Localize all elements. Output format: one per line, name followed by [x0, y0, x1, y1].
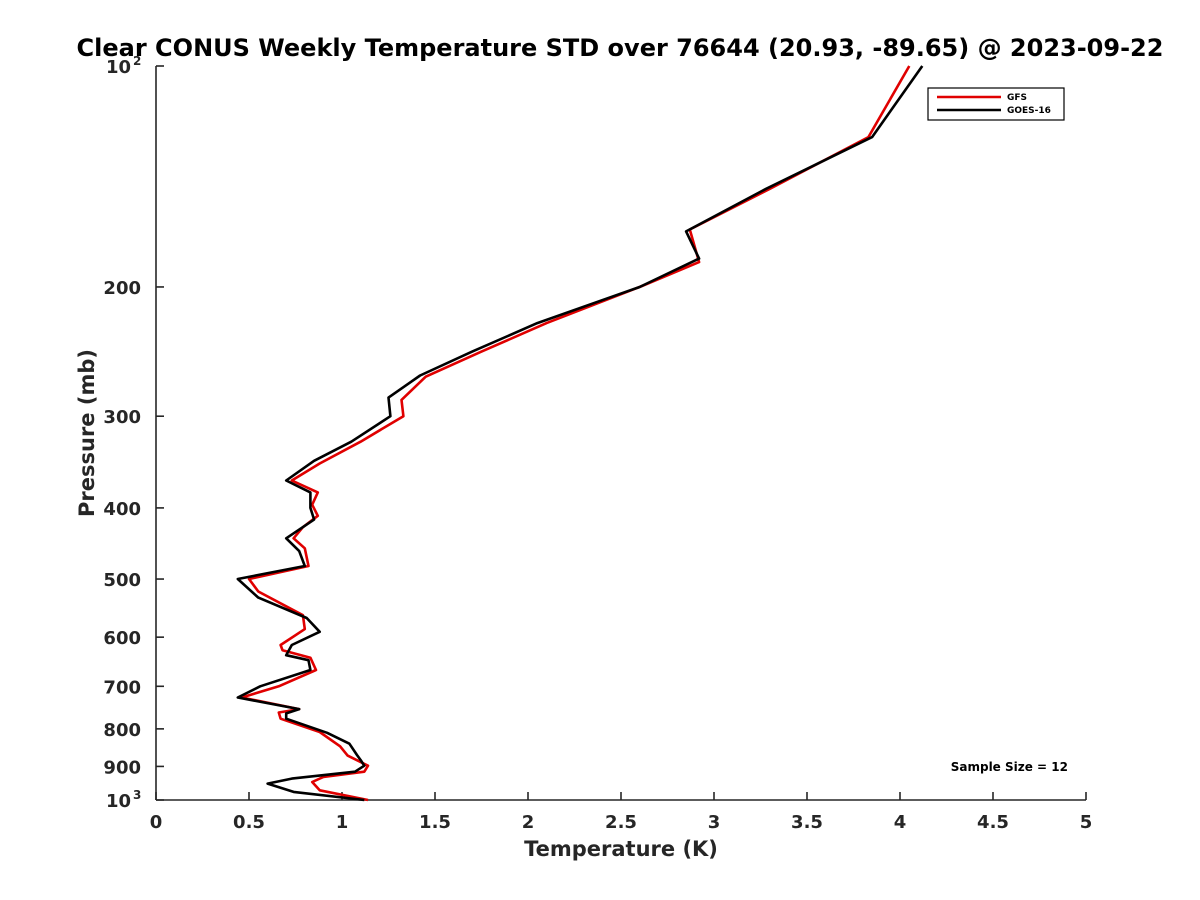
y-tick-label: 10 — [106, 57, 131, 78]
x-tick-label: 0.5 — [233, 812, 265, 833]
chart-title: Clear CONUS Weekly Temperature STD over … — [77, 34, 1164, 62]
x-tick-label: 4.5 — [977, 812, 1009, 833]
series-line-gfs — [240, 65, 911, 802]
x-tick-label: 1 — [336, 812, 349, 833]
y-tick-label: 800 — [103, 720, 141, 741]
sample-size-annotation: Sample Size = 12 — [951, 760, 1068, 774]
x-axis-label: Temperature (K) — [524, 837, 718, 861]
y-tick-label: 400 — [103, 499, 141, 520]
y-axis-label: Pressure (mb) — [75, 349, 99, 517]
y-tick-exponent: 2 — [133, 54, 141, 68]
x-tick-label: 4 — [894, 812, 907, 833]
x-tick-label: 2.5 — [605, 812, 637, 833]
y-tick-label: 700 — [103, 677, 141, 698]
legend: GFS GOES-16 — [927, 87, 1065, 121]
y-tick-label: 10 — [106, 791, 131, 812]
series-lines — [236, 65, 924, 802]
x-tick-label: 2 — [522, 812, 535, 833]
series-line-goes-16 — [236, 65, 924, 802]
x-tick-label: 3 — [708, 812, 721, 833]
y-tick-exponent: 3 — [133, 788, 141, 802]
y-tick-label: 200 — [103, 278, 141, 299]
x-tick-label: 1.5 — [419, 812, 451, 833]
legend-label: GOES-16 — [1007, 106, 1051, 116]
plot-area — [155, 66, 1086, 801]
legend-box — [927, 87, 1065, 121]
y-tick-label: 300 — [103, 407, 141, 428]
x-tick-label: 5 — [1080, 812, 1093, 833]
x-tick-label: 0 — [150, 812, 163, 833]
y-tick-label: 900 — [103, 757, 141, 778]
x-tick-label: 3.5 — [791, 812, 823, 833]
legend-label: GFS — [1007, 93, 1027, 103]
x-ticks: 0 0.5 1 1.5 2 2.5 3 3.5 4 4.5 5 — [150, 792, 1093, 833]
y-tick-label: 600 — [103, 628, 141, 649]
y-tick-label: 500 — [103, 570, 141, 591]
